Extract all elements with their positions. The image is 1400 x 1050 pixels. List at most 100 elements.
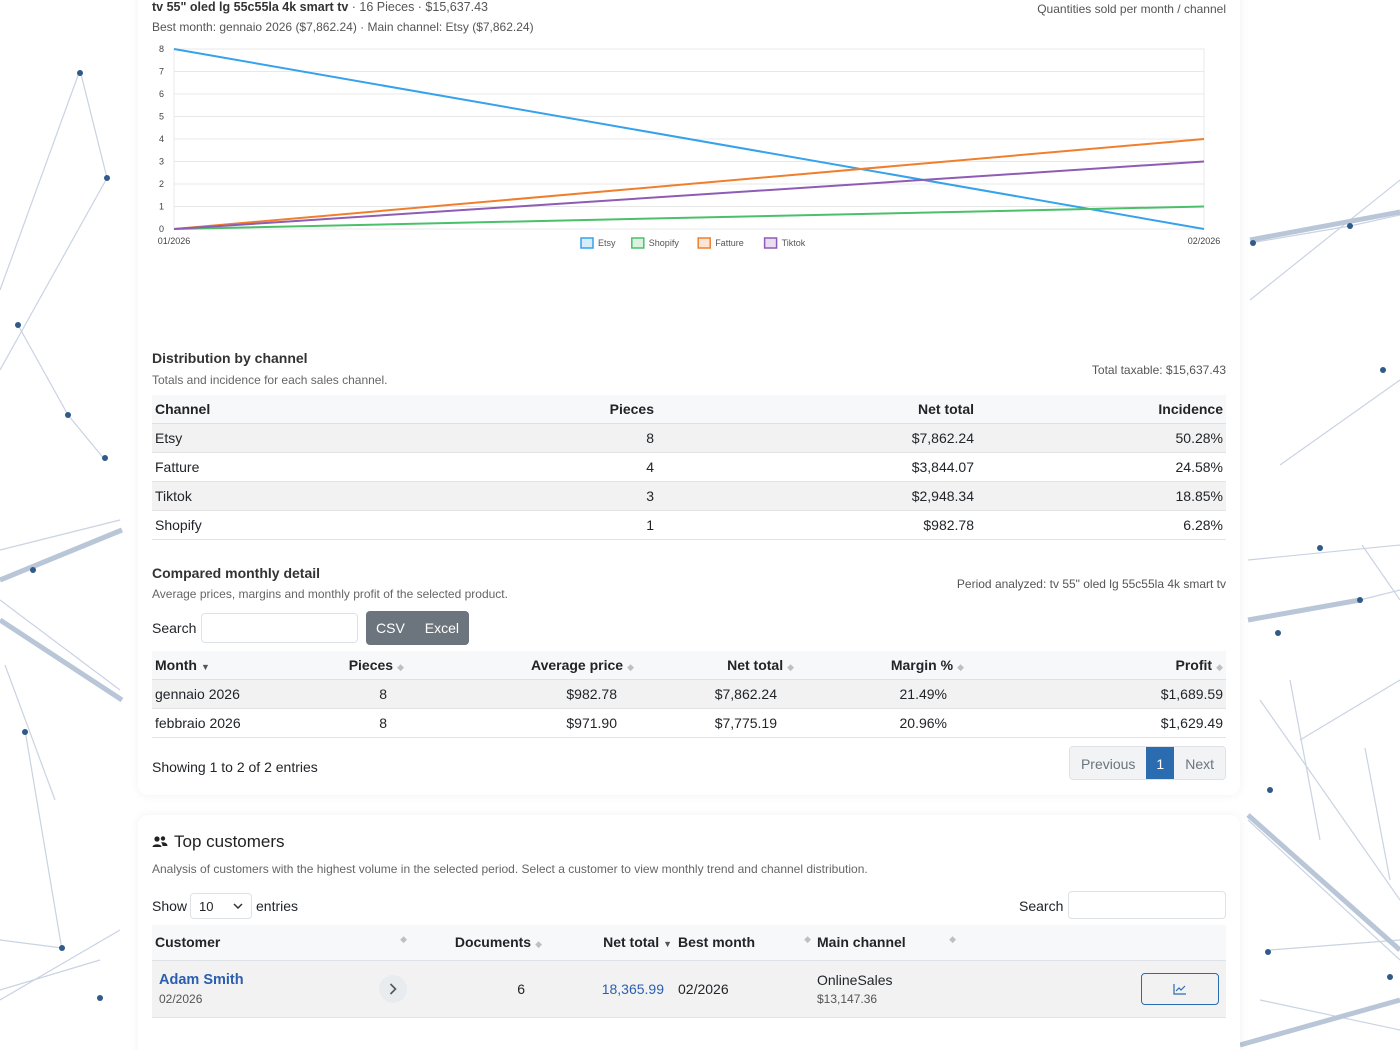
- col-average-price[interactable]: Average price ◆: [407, 651, 637, 680]
- y-tick-label: 1: [159, 202, 164, 212]
- cell-profit: $1,629.49: [967, 708, 1226, 738]
- next-button[interactable]: Next: [1174, 747, 1225, 779]
- col-actions: [959, 925, 1226, 961]
- cell-incidence: 24.58%: [977, 452, 1226, 482]
- network-line: [1299, 679, 1400, 741]
- cell-net-total: $7,862.24: [657, 423, 977, 453]
- customers-header-row: Customer ◆ Documents ◆ Net total ▼ Best mon…: [152, 925, 1226, 961]
- network-line-bold: [0, 617, 124, 703]
- sort-icon: ◆: [627, 661, 634, 672]
- cell-net-total: $982.78: [657, 510, 977, 540]
- col-margin[interactable]: Margin % ◆: [797, 651, 967, 680]
- col-profit[interactable]: Profit ◆: [967, 651, 1226, 680]
- legend-swatch-fatture: [697, 237, 711, 249]
- product-heading: tv 55" oled lg 55c55la 4k smart tv · 16 …: [152, 0, 488, 14]
- network-line: [1247, 544, 1400, 561]
- network-line: [1349, 214, 1400, 227]
- table-row: Etsy 8 $7,862.24 50.28%: [152, 423, 1226, 453]
- entries-select[interactable]: 10: [190, 893, 252, 919]
- col-main-channel[interactable]: Main channel ◆: [814, 925, 959, 961]
- monthly-header-row: Month ▼ Pieces ◆ Average price ◆ Net total ◆…: [152, 651, 1226, 680]
- period-analyzed: Period analyzed: tv 55" oled lg 55c55la …: [956, 577, 1226, 591]
- col-net-total[interactable]: Net total ▼: [545, 925, 675, 961]
- cell-margin: 21.49%: [797, 679, 967, 709]
- series-line-fatture: [173, 138, 1205, 230]
- monthly-title: Compared monthly detail: [152, 565, 321, 581]
- network-line: [0, 177, 108, 371]
- channel-amount: $13,147.36: [817, 991, 878, 1006]
- previous-button[interactable]: Previous: [1069, 747, 1147, 779]
- network-node: [77, 70, 83, 76]
- col-month[interactable]: Month ▼: [152, 651, 277, 680]
- network-line: [1247, 819, 1400, 961]
- page-1-button[interactable]: 1: [1146, 747, 1175, 779]
- top-customers-heading: Top customers: [152, 832, 285, 852]
- network-line: [0, 929, 121, 1001]
- chart-caption: Quantities sold per month / channel: [1037, 2, 1226, 16]
- network-node: [1250, 240, 1256, 246]
- y-tick-label: 4: [159, 134, 164, 144]
- network-line-bold: [0, 527, 123, 583]
- view-chart-button[interactable]: [1141, 972, 1219, 1005]
- cell-net-total: $7,775.19: [637, 708, 797, 738]
- col-pieces[interactable]: Pieces ◆: [277, 651, 407, 680]
- col-customer[interactable]: Customer ◆: [152, 925, 410, 961]
- col-incidence: Incidence: [977, 395, 1226, 424]
- network-node: [22, 729, 28, 735]
- col-documents[interactable]: Documents ◆: [410, 925, 545, 961]
- cell-channel: Shopify: [152, 510, 437, 540]
- cell-net-total: 18,365.99: [545, 960, 675, 1018]
- network-line: [1364, 747, 1391, 881]
- customers-search-input[interactable]: [1068, 891, 1226, 919]
- col-net-total[interactable]: Net total ◆: [637, 651, 797, 680]
- col-pieces: Pieces: [437, 395, 657, 424]
- excel-button[interactable]: Excel: [414, 611, 470, 645]
- y-tick-label: 3: [159, 157, 164, 167]
- network-line-bold: [1246, 813, 1400, 952]
- table-row: gennaio 2026 8 $982.78 $7,862.24 21.49% …: [152, 679, 1226, 709]
- network-line: [1361, 544, 1400, 601]
- cell-main-channel: OnlineSales $13,147.36: [814, 960, 959, 1018]
- network-line: [1249, 179, 1400, 301]
- show-label: Show: [152, 898, 188, 914]
- col-best-month[interactable]: Best month ◆: [675, 925, 814, 961]
- network-line: [1279, 379, 1400, 466]
- cell-month: febbraio 2026: [152, 708, 277, 738]
- network-line: [4, 664, 56, 801]
- sort-icon: ◆: [1216, 661, 1223, 672]
- x-tick-label: 01/2026: [158, 236, 191, 246]
- table-row: Adam Smith 02/2026 6 18,365.99 02/2026 O…: [152, 960, 1226, 1018]
- export-buttons: CSV Excel: [366, 611, 470, 645]
- network-line: [0, 519, 121, 551]
- product-name: tv 55" oled lg 55c55la 4k smart tv: [152, 0, 349, 14]
- network-line: [0, 959, 101, 991]
- channel-name: OnlineSales: [817, 971, 893, 988]
- cell-net-total: $2,948.34: [657, 481, 977, 511]
- col-channel: Channel: [152, 395, 437, 424]
- quantities-line-chart: 0 1 2 3 4 5 6 7 8 01/2026 02/2026 Etsy Shopify Fattur…: [158, 44, 1220, 249]
- network-node: [102, 455, 108, 461]
- monthly-subtitle: Average prices, margins and monthly prof…: [152, 587, 508, 601]
- monthly-search-input[interactable]: [201, 613, 358, 643]
- network-line: [1359, 589, 1400, 601]
- distribution-table: Channel Pieces Net total Incidence Etsy …: [152, 395, 1226, 540]
- customer-name-link[interactable]: Adam Smith: [159, 971, 244, 988]
- series-line-shopify: [173, 205, 1205, 230]
- legend-swatch-etsy: [580, 237, 594, 249]
- legend-label-etsy: Etsy: [598, 238, 616, 248]
- expand-row-button[interactable]: [379, 974, 407, 1003]
- network-line: [0, 939, 63, 949]
- sort-icon: ◆: [787, 661, 794, 672]
- y-tick-label: 2: [159, 179, 164, 189]
- table-row: Fatture 4 $3,844.07 24.58%: [152, 452, 1226, 482]
- cell-documents: 6: [410, 960, 545, 1018]
- line-chart-icon: [1173, 983, 1186, 995]
- entries-info: Showing 1 to 2 of 2 entries: [152, 759, 318, 775]
- legend-label-shopify: Shopify: [649, 238, 680, 248]
- best-month-line: Best month: gennaio 2026 ($7,862.24) · M…: [152, 20, 534, 34]
- network-line: [1259, 999, 1400, 1031]
- csv-button[interactable]: CSV: [366, 611, 415, 645]
- legend-label-fatture: Fatture: [715, 238, 744, 248]
- network-line: [1249, 225, 1351, 244]
